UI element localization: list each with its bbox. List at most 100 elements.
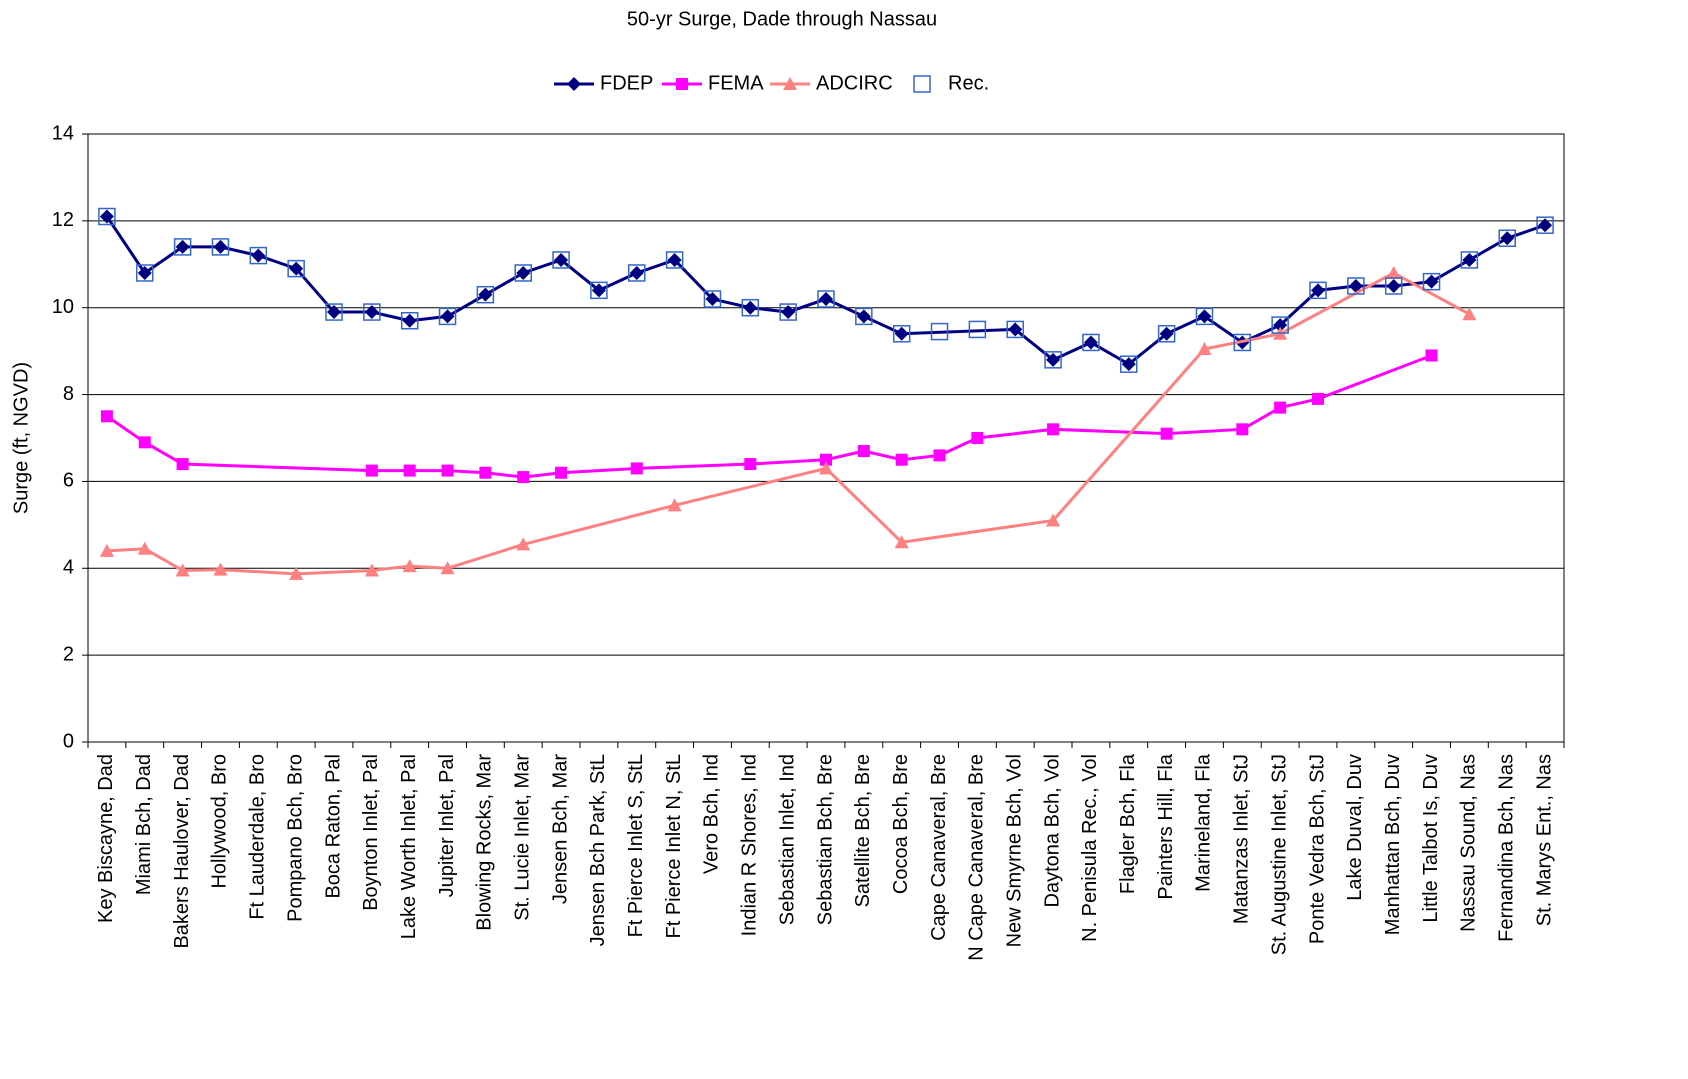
marker [667, 252, 682, 267]
legend-marker [913, 75, 931, 93]
marker [555, 466, 568, 479]
marker [705, 292, 720, 307]
marker [402, 559, 417, 573]
y-tick-label: 12 [52, 209, 74, 231]
marker [819, 461, 833, 475]
marker [211, 238, 230, 256]
marker [781, 305, 796, 320]
marker [667, 498, 682, 512]
marker [930, 322, 949, 341]
marker [251, 248, 266, 263]
marker [1195, 307, 1214, 326]
marker [1006, 320, 1024, 339]
marker [1347, 277, 1365, 295]
legend: FDEP FEMA ADCIRC Rec. [554, 72, 989, 94]
legend-label: FDEP [600, 72, 653, 94]
marker [1047, 423, 1060, 436]
x-tick-label: Miami Bch, Dad [133, 754, 155, 895]
x-tick-label: St. Marys Ent., Nas [1533, 754, 1555, 926]
y-tick-label: 2 [63, 643, 74, 665]
legend-item: FEMA [662, 72, 764, 94]
x-tick-label: Key Biscayne, Dad [95, 754, 117, 923]
x-tick-label: Boca Raton, Pal [322, 754, 344, 899]
marker [894, 535, 909, 549]
x-tick-label: Boynton Inlet, Pal [360, 754, 382, 911]
x-tick-label: N Cape Canaveral, Bre [966, 754, 988, 961]
marker [743, 300, 758, 315]
marker [1008, 322, 1023, 337]
marker [175, 239, 190, 254]
marker [971, 432, 984, 444]
marker [894, 326, 909, 341]
marker [1083, 335, 1098, 350]
marker [1422, 272, 1441, 291]
marker [400, 311, 419, 330]
marker [100, 410, 113, 423]
marker [817, 290, 835, 308]
x-tick-label: Ft Lauderdale, Bro [247, 754, 269, 920]
x-tick-label: Ft Pierce Inlet S, StL [625, 754, 647, 937]
series-line [106, 354, 1433, 479]
marker [1197, 309, 1212, 324]
marker [1157, 325, 1176, 343]
marker [630, 462, 643, 475]
marker [744, 458, 757, 471]
marker [99, 209, 114, 224]
marker [1044, 351, 1062, 369]
marker [1274, 401, 1287, 414]
marker [857, 445, 870, 458]
marker [1536, 216, 1554, 234]
y-tick-label: 0 [63, 730, 74, 752]
marker [476, 285, 495, 304]
x-tick-label: Nassau Sound, Nas [1458, 754, 1480, 932]
marker [402, 313, 417, 328]
marker [136, 264, 154, 282]
marker [249, 246, 268, 265]
marker [289, 566, 304, 580]
marker [99, 543, 114, 557]
marker [1271, 316, 1289, 334]
x-tick-label: Jensen Bch, Mar [549, 754, 571, 904]
marker [1462, 252, 1477, 267]
marker [516, 537, 531, 551]
marker [1424, 274, 1439, 289]
legend-item: ADCIRC [770, 72, 893, 94]
x-tick-label: Vero Bch, Ind [701, 754, 723, 874]
y-tick-label: 6 [63, 470, 74, 492]
marker [327, 305, 341, 320]
marker [1197, 341, 1212, 355]
marker [629, 265, 644, 280]
marker [1460, 251, 1479, 269]
marker [819, 292, 833, 307]
x-tick-label: Ft Pierce Inlet N, StL [663, 754, 685, 939]
x-tick-label: Little Talbot Is, Duv [1420, 754, 1442, 923]
marker [1046, 352, 1061, 367]
marker [1348, 279, 1363, 293]
y-tick-label: 14 [52, 122, 74, 144]
x-tick-label: Manhattan Bch, Duv [1382, 754, 1404, 935]
marker [741, 298, 760, 317]
marker [1425, 349, 1438, 362]
x-tick-label: St. Lucie Inlet, Mar [512, 754, 534, 921]
marker [1159, 326, 1174, 341]
marker [364, 305, 379, 320]
x-tick-label: Flagler Bch, Fla [1117, 753, 1139, 894]
marker [1309, 281, 1327, 300]
marker [98, 207, 116, 226]
marker [365, 464, 378, 477]
marker [968, 320, 987, 339]
x-tick-label: Pompano Bch, Bro [284, 754, 306, 922]
x-tick-label: St. Augustine Inlet, StJ [1268, 754, 1290, 955]
marker [1082, 333, 1100, 352]
marker [820, 453, 832, 466]
marker [895, 453, 908, 466]
y-tick-label: 10 [52, 296, 74, 318]
x-tick-label: Daytona Bch, Vol [1041, 754, 1063, 907]
x-tick-label: Marineland, Fla [1193, 753, 1215, 892]
x-tick-label: Blowing Rocks, Mar [474, 754, 496, 931]
marker [933, 449, 946, 462]
marker [1538, 218, 1553, 233]
y-tick-label: 4 [63, 557, 74, 579]
marker [628, 264, 646, 282]
marker [856, 309, 871, 324]
